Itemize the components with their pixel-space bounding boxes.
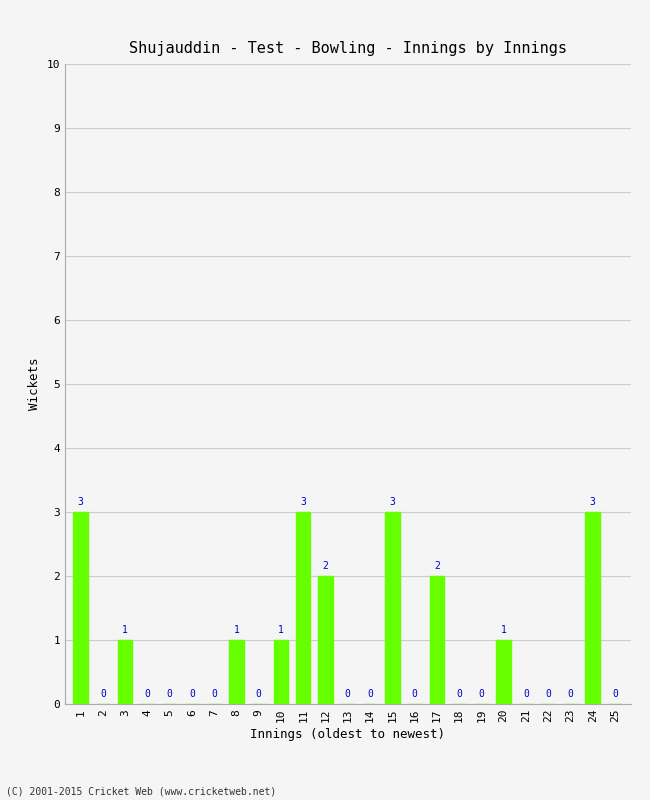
Title: Shujauddin - Test - Bowling - Innings by Innings: Shujauddin - Test - Bowling - Innings by… [129,41,567,56]
Text: 0: 0 [211,689,217,699]
Bar [118,640,133,704]
Text: 0: 0 [411,689,417,699]
Text: 1: 1 [122,625,128,635]
Text: 0: 0 [255,689,262,699]
Text: 1: 1 [278,625,284,635]
Y-axis label: Wickets: Wickets [28,358,41,410]
Text: 2: 2 [434,561,440,571]
Text: (C) 2001-2015 Cricket Web (www.cricketweb.net): (C) 2001-2015 Cricket Web (www.cricketwe… [6,786,277,796]
X-axis label: Innings (oldest to newest): Innings (oldest to newest) [250,728,445,741]
Bar [586,512,600,704]
Text: 0: 0 [367,689,373,699]
Text: 0: 0 [478,689,484,699]
Text: 0: 0 [545,689,551,699]
Text: 3: 3 [389,497,395,507]
Text: 0: 0 [100,689,106,699]
Text: 0: 0 [523,689,529,699]
Bar [296,512,311,704]
Text: 0: 0 [166,689,173,699]
Text: 0: 0 [612,689,618,699]
Bar [497,640,511,704]
Bar [430,576,444,704]
Bar [229,640,244,704]
Text: 1: 1 [500,625,506,635]
Text: 0: 0 [144,689,150,699]
Text: 0: 0 [456,689,462,699]
Bar [318,576,333,704]
Text: 0: 0 [567,689,573,699]
Text: 1: 1 [233,625,239,635]
Text: 3: 3 [300,497,306,507]
Bar [73,512,88,704]
Bar [274,640,288,704]
Text: 0: 0 [344,689,351,699]
Text: 2: 2 [322,561,328,571]
Text: 0: 0 [189,689,195,699]
Text: 3: 3 [77,497,83,507]
Bar [385,512,400,704]
Text: 3: 3 [590,497,595,507]
